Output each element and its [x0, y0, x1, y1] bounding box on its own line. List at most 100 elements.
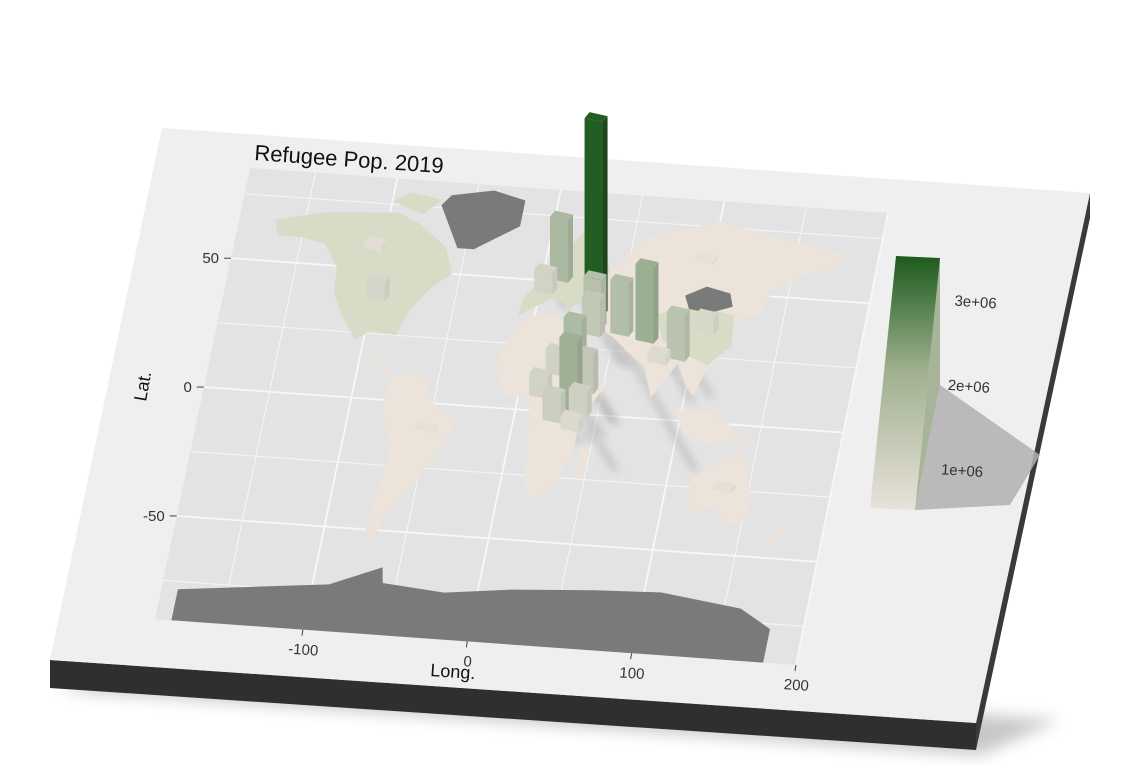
column-shadow [599, 333, 627, 368]
column-front [534, 269, 553, 295]
x-tick-mark [465, 641, 468, 648]
column-side [586, 385, 592, 418]
x-tick-mark [630, 653, 633, 660]
column-shadow [577, 410, 621, 473]
legend-ticks: 1e+06 2e+06 3e+06 [940, 293, 997, 482]
x-tick-mark [301, 629, 304, 636]
column-front [550, 216, 569, 283]
x-tick-label: 0 [463, 653, 473, 671]
column-top [583, 270, 607, 281]
mongolia [685, 286, 733, 313]
north-america [275, 212, 453, 341]
greenland [441, 190, 526, 250]
column-shadow [586, 413, 609, 439]
legend: 1e+06 2e+06 3e+06 [870, 256, 1040, 510]
y-axis-ticks: -50 0 50 [143, 250, 231, 525]
column-side [599, 293, 605, 338]
antarctica [171, 567, 770, 663]
column-side [653, 262, 659, 344]
column-top [363, 235, 387, 246]
column-top [666, 305, 690, 316]
column-top [559, 331, 583, 342]
gridline-y [203, 386, 844, 434]
column-side [593, 349, 599, 395]
south-america [365, 374, 455, 541]
extruded-columns [363, 112, 736, 494]
column-top [695, 308, 719, 319]
column-front [712, 486, 731, 494]
column-front [545, 348, 564, 377]
column-front [366, 278, 385, 302]
column-front [647, 351, 666, 366]
column-top [529, 366, 553, 377]
column-top [695, 252, 719, 263]
legend-bar [870, 256, 940, 510]
column-top [568, 381, 592, 392]
gridline-x [713, 207, 807, 660]
column-side [628, 277, 634, 337]
column-front [635, 264, 654, 344]
column-front [610, 279, 629, 337]
madagascar [574, 445, 590, 480]
column-front [584, 118, 603, 317]
y-tick-label: -50 [143, 508, 165, 525]
column-shadow [578, 428, 595, 444]
column-top [635, 258, 659, 269]
gridline-y [176, 515, 818, 563]
column-side [552, 267, 558, 295]
column-shadow [601, 325, 634, 370]
central-america [355, 340, 392, 380]
column-front [695, 314, 714, 335]
x-tick-label: -100 [288, 641, 319, 660]
x-tick-label: 200 [783, 676, 809, 695]
column-side [578, 413, 584, 433]
column-top [563, 311, 587, 322]
new-zealand [763, 527, 787, 548]
column-top [610, 273, 634, 284]
column-top [415, 421, 439, 432]
legend-tick-label: 3e+06 [954, 293, 997, 313]
column-top [584, 112, 608, 123]
column-top [647, 345, 671, 356]
column-front [568, 387, 587, 418]
column-front [666, 311, 685, 362]
board-right-edge [976, 193, 1090, 750]
column-side [713, 256, 719, 265]
x-axis-ticks: -100 0 100 200 [288, 629, 809, 695]
column-top [542, 385, 566, 396]
column-side [730, 484, 736, 494]
column-side [433, 425, 439, 433]
column-top [581, 289, 605, 300]
column-front [542, 391, 561, 424]
column-front [560, 415, 579, 433]
legend-tick-label: 2e+06 [947, 377, 990, 397]
gridline-x [795, 212, 889, 666]
legend-tick-label: 1e+06 [940, 461, 983, 481]
column-side [381, 239, 387, 252]
x-tick-label: 100 [619, 664, 645, 683]
x-axis-label: Long. [430, 660, 476, 683]
column-side [568, 214, 574, 283]
legend-shadow [915, 385, 1040, 510]
board-front-edge [50, 660, 976, 750]
southeast-asia-islands [673, 407, 758, 448]
column-top [712, 480, 736, 491]
column-top [534, 263, 558, 274]
column-side [713, 312, 719, 335]
column-top [550, 210, 574, 221]
arctic-islands [392, 192, 443, 215]
column-top [366, 272, 390, 283]
column-front [695, 258, 714, 265]
y-tick-label: 50 [202, 250, 219, 267]
column-side [684, 309, 690, 362]
y-tick-label: 0 [184, 379, 192, 396]
column-front [363, 241, 382, 252]
column-side [384, 276, 390, 302]
x-tick-mark [794, 664, 797, 672]
column-front [415, 427, 434, 433]
gridline-x [220, 172, 316, 624]
column-side [602, 116, 608, 317]
column-side [665, 349, 671, 366]
column-shadow [593, 390, 621, 427]
